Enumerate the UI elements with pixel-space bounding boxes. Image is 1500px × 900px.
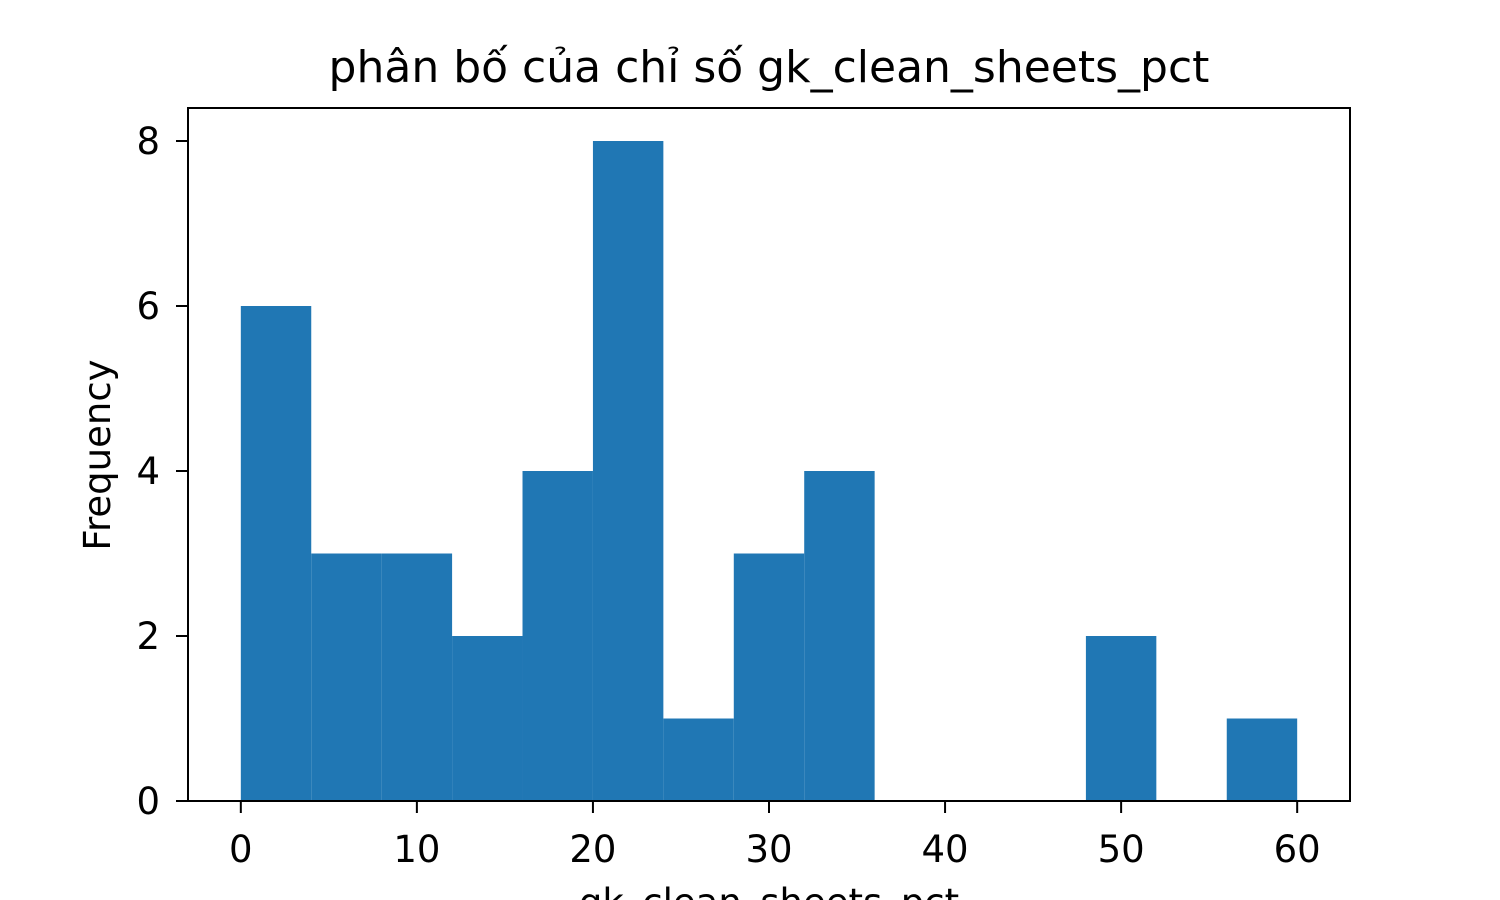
histogram-bar	[522, 471, 593, 801]
histogram-bar	[1085, 636, 1157, 801]
x-axis-ticks: 0 10 20 30 40 50 60	[229, 801, 1321, 871]
histogram-bar	[311, 553, 382, 801]
histogram-bar	[1226, 718, 1298, 801]
y-tick-label: 0	[136, 780, 160, 823]
x-tick-label: 0	[229, 828, 253, 871]
plot-frame	[187, 107, 1351, 802]
y-axis-label: Frequency	[76, 359, 119, 550]
y-tick-label: 4	[136, 450, 160, 493]
y-tick-label: 6	[136, 285, 160, 328]
x-tick-label: 50	[1098, 828, 1145, 871]
histogram-bar	[663, 718, 734, 801]
histogram-bar	[804, 471, 875, 801]
histogram-bar	[381, 553, 453, 801]
histogram-bar	[592, 141, 664, 801]
x-tick-label: 60	[1274, 828, 1321, 871]
y-axis-ticks: 0 2 4 6 8	[136, 120, 188, 823]
x-tick-label: 40	[922, 828, 969, 871]
histogram-bar	[733, 553, 805, 801]
histogram-bar	[452, 636, 523, 801]
x-tick-label: 30	[745, 828, 792, 871]
y-tick-label: 2	[136, 615, 160, 658]
chart-title: phân bố của chỉ số gk_clean_sheets_pct	[329, 42, 1210, 93]
bars-group	[240, 141, 1298, 801]
x-tick-label: 10	[393, 828, 440, 871]
x-axis-label: gk_clean_sheets_pct	[579, 881, 959, 900]
histogram-bar	[240, 306, 312, 801]
x-tick-label: 20	[569, 828, 616, 871]
y-tick-label: 8	[136, 120, 160, 163]
